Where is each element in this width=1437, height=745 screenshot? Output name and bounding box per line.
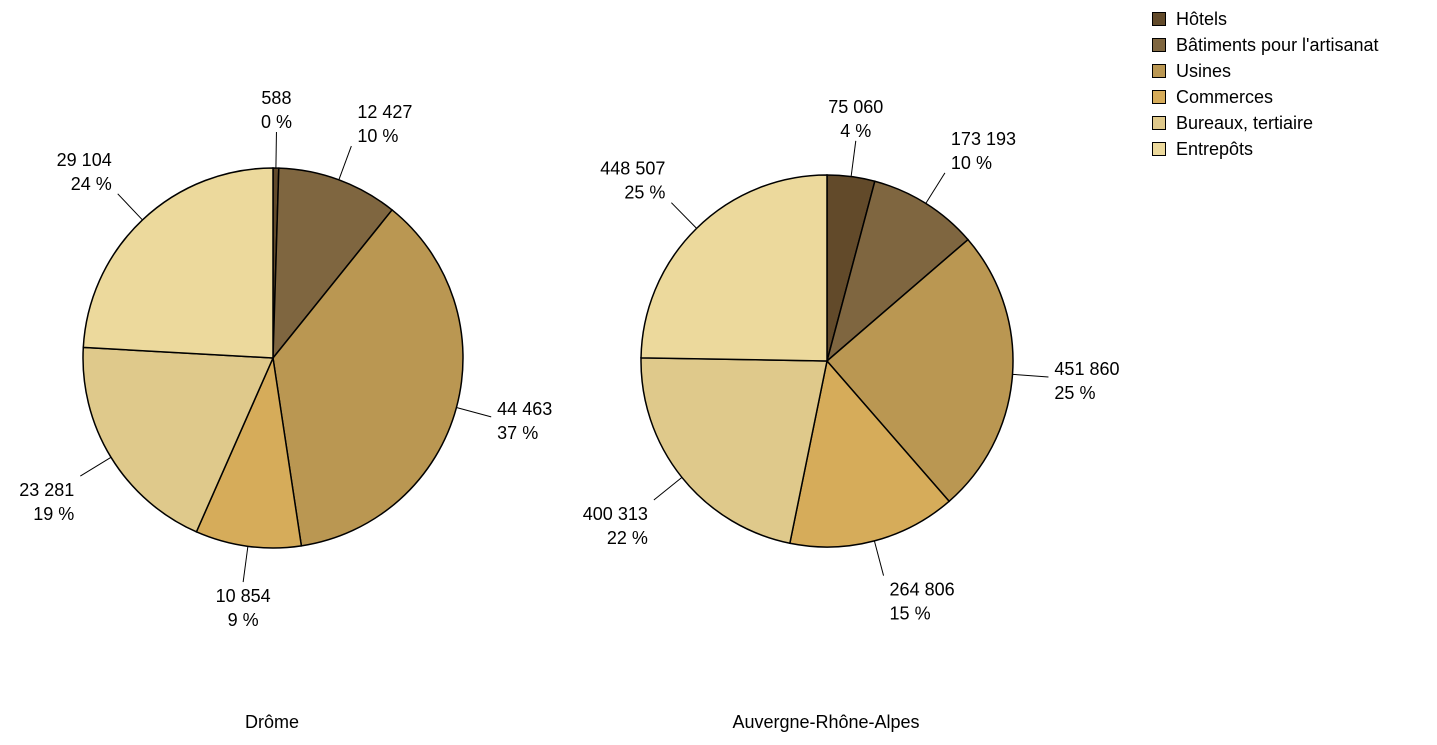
slice-percent-label: 25 %: [1054, 383, 1095, 403]
pie-slice: [640, 174, 828, 362]
pie-slice: [825, 238, 1014, 503]
slice-value-label: 264 806: [890, 580, 955, 600]
slice-value-label: 29 104: [57, 150, 112, 170]
pie-1: 75 060 4 % 173 193 10 % 451 860 25 % 264 806 15…: [583, 97, 1120, 624]
slice-percent-label: 25 %: [624, 183, 665, 203]
leader-line: [873, 540, 885, 576]
slice-value-label: 10 854: [216, 586, 271, 606]
leader-line: [338, 145, 352, 180]
leader-line: [653, 477, 683, 501]
slice-value-label: 173 193: [951, 129, 1016, 149]
slice-value-label: 23 281: [19, 480, 74, 500]
pie-slice: [82, 167, 274, 359]
legend-item: Bâtiments pour l'artisanat: [1152, 32, 1379, 58]
slice-value-label: 75 060: [828, 97, 883, 117]
legend-item: Hôtels: [1152, 6, 1379, 32]
pie-slice: [272, 167, 394, 361]
legend: Hôtels Bâtiments pour l'artisanat Usines…: [1152, 6, 1379, 162]
leader-line: [671, 202, 697, 229]
legend-item: Entrepôts: [1152, 136, 1379, 162]
legend-item: Usines: [1152, 58, 1379, 84]
slice-value-label: 12 427: [357, 102, 412, 122]
slice-percent-label: 9 %: [228, 610, 259, 630]
legend-item: Bureaux, tertiaire: [1152, 110, 1379, 136]
legend-swatch: [1152, 64, 1166, 78]
slice-value-label: 451 860: [1054, 359, 1119, 379]
leader-line: [1012, 373, 1049, 378]
slice-percent-label: 10 %: [951, 153, 992, 173]
leader-line: [275, 132, 277, 169]
leader-line: [850, 140, 857, 177]
pie-slice: [640, 357, 828, 545]
leader-line: [925, 172, 946, 204]
legend-label: Entrepôts: [1176, 138, 1254, 159]
legend-label: Commerces: [1176, 86, 1274, 107]
legend-swatch: [1152, 38, 1166, 52]
slice-percent-label: 19 %: [33, 504, 74, 524]
legend-swatch: [1152, 142, 1166, 156]
legend-swatch: [1152, 12, 1166, 26]
leader-line: [456, 407, 492, 418]
leader-line: [242, 546, 249, 583]
legend-swatch: [1152, 116, 1166, 130]
pie-title-auvergne-rhone-alpes: Auvergne-Rhône-Alpes: [732, 712, 920, 732]
legend-label: Hôtels: [1176, 8, 1228, 29]
legend-item: Commerces: [1152, 84, 1379, 110]
slice-percent-label: 15 %: [890, 604, 931, 624]
legend-label: Usines: [1176, 60, 1232, 81]
leader-line: [117, 193, 143, 221]
legend-label: Bureaux, tertiaire: [1176, 112, 1314, 133]
pie-slice: [82, 346, 275, 533]
slice-percent-label: 22 %: [607, 528, 648, 548]
pie-slice: [825, 180, 970, 364]
pie-0: 588 0 % 12 427 10 % 44 463 37 % 10 854 9 % 23 28…: [19, 88, 552, 630]
slice-percent-label: 24 %: [71, 174, 112, 194]
slice-percent-label: 10 %: [357, 126, 398, 146]
slice-value-label: 44 463: [497, 399, 552, 419]
slice-value-label: 448 507: [600, 159, 665, 179]
slice-percent-label: 0 %: [261, 112, 292, 132]
slice-percent-label: 4 %: [840, 121, 871, 141]
pie-title-drome: Drôme: [244, 712, 299, 732]
pie-slice: [272, 208, 464, 547]
slice-value-label: 588: [261, 88, 291, 108]
legend-label: Bâtiments pour l'artisanat: [1176, 34, 1379, 55]
slice-percent-label: 37 %: [497, 423, 538, 443]
leader-line: [80, 456, 112, 477]
legend-swatch: [1152, 90, 1166, 104]
slice-value-label: 400 313: [583, 504, 648, 524]
